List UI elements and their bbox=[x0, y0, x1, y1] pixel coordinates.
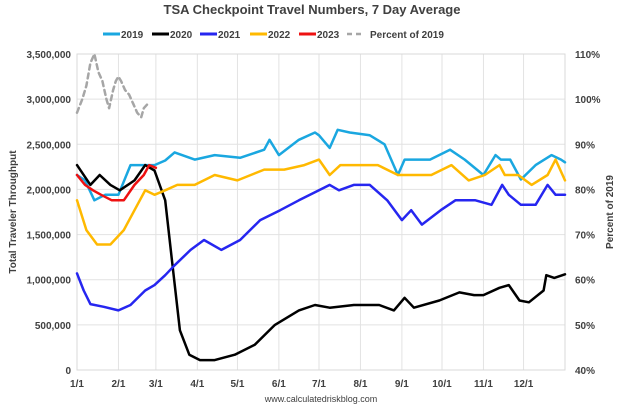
gridlines bbox=[76, 53, 565, 371]
x-tick-label: 3/1 bbox=[149, 379, 163, 390]
series-line-2020 bbox=[75, 163, 567, 362]
y-tick-label: 2,500,000 bbox=[27, 140, 72, 151]
y-axis-left: 0 500,000 1,000,000 1,500,000 2,000,000 2,500… bbox=[27, 50, 72, 377]
y2-tick-label: 40% bbox=[575, 366, 595, 377]
x-axis: 1/1 2/1 3/1 4/1 5/1 6/1 7/1 8/1 9/1 10/1 11/1 12/1 bbox=[70, 379, 534, 390]
series-line-2021 bbox=[75, 183, 567, 312]
series-line-2023 bbox=[75, 163, 158, 202]
y-tick-label: 3,500,000 bbox=[27, 50, 72, 61]
y-tick-label: 0 bbox=[65, 366, 71, 377]
x-tick-label: 12/1 bbox=[514, 379, 534, 390]
y-tick-label: 500,000 bbox=[35, 321, 72, 332]
y-tick-label: 2,000,000 bbox=[27, 185, 72, 196]
x-tick-label: 10/1 bbox=[432, 379, 452, 390]
y2-tick-label: 100% bbox=[575, 95, 601, 106]
y-tick-label: 1,000,000 bbox=[27, 276, 72, 287]
y2-tick-label: 110% bbox=[575, 50, 600, 61]
y-tick-label: 1,500,000 bbox=[27, 231, 72, 242]
x-tick-label: 9/1 bbox=[395, 379, 409, 390]
x-tick-label: 1/1 bbox=[70, 379, 84, 390]
x-tick-label: 2/1 bbox=[111, 379, 125, 390]
x-tick-label: 7/1 bbox=[312, 379, 326, 390]
legend-label: 2022 bbox=[268, 30, 291, 41]
x-tick-label: 11/1 bbox=[474, 379, 493, 390]
chart-title: TSA Checkpoint Travel Numbers, 7 Day Ave… bbox=[164, 2, 461, 17]
y2-axis-label: Percent of 2019 bbox=[605, 175, 616, 249]
legend-label: 2020 bbox=[170, 30, 193, 41]
y2-tick-label: 50% bbox=[575, 321, 595, 332]
x-tick-label: 8/1 bbox=[353, 379, 367, 390]
series-group bbox=[75, 52, 567, 362]
y2-tick-label: 90% bbox=[575, 140, 595, 151]
series-line-percent-of-2019 bbox=[75, 52, 150, 119]
y-axis-right: 40% 50% 60% 70% 80% 90% 100% 110% bbox=[575, 50, 601, 377]
y-tick-label: 3,000,000 bbox=[27, 95, 72, 106]
legend-label: Percent of 2019 bbox=[370, 30, 444, 41]
legend-label: 2023 bbox=[317, 30, 340, 41]
series-line-2022 bbox=[75, 158, 567, 246]
legend: 2019 2020 2021 2022 2023 Percent of 2019 bbox=[103, 30, 444, 41]
y2-tick-label: 80% bbox=[575, 185, 595, 196]
legend-label: 2019 bbox=[121, 30, 144, 41]
x-tick-label: 5/1 bbox=[230, 379, 244, 390]
y2-tick-label: 60% bbox=[575, 276, 595, 287]
x-tick-label: 4/1 bbox=[190, 379, 204, 390]
plot-area bbox=[76, 53, 566, 371]
source-credit: www.calculatedriskblog.com bbox=[264, 394, 378, 404]
y2-tick-label: 70% bbox=[575, 231, 595, 242]
x-tick-label: 6/1 bbox=[272, 379, 286, 390]
y-axis-label: Total Traveler Throughput bbox=[8, 150, 19, 274]
legend-label: 2021 bbox=[218, 30, 241, 41]
